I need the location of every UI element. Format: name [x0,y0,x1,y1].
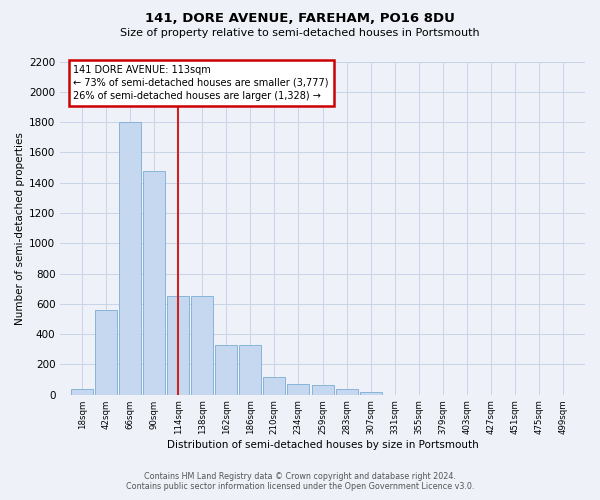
Bar [95,310,117,394]
Bar [287,384,309,394]
Bar [191,296,213,394]
Text: 141, DORE AVENUE, FAREHAM, PO16 8DU: 141, DORE AVENUE, FAREHAM, PO16 8DU [145,12,455,26]
Text: Size of property relative to semi-detached houses in Portsmouth: Size of property relative to semi-detach… [120,28,480,38]
Bar [119,122,141,394]
Bar [336,390,358,394]
Bar [71,388,93,394]
Bar [215,346,237,395]
Bar [360,392,382,394]
Bar [239,346,261,395]
Text: 141 DORE AVENUE: 113sqm
← 73% of semi-detached houses are smaller (3,777)
26% of: 141 DORE AVENUE: 113sqm ← 73% of semi-de… [73,64,329,101]
X-axis label: Distribution of semi-detached houses by size in Portsmouth: Distribution of semi-detached houses by … [167,440,479,450]
Bar [167,296,189,394]
Bar [312,385,334,394]
Text: Contains HM Land Registry data © Crown copyright and database right 2024.
Contai: Contains HM Land Registry data © Crown c… [126,472,474,491]
Bar [143,170,165,394]
Y-axis label: Number of semi-detached properties: Number of semi-detached properties [15,132,25,324]
Bar [263,376,285,394]
